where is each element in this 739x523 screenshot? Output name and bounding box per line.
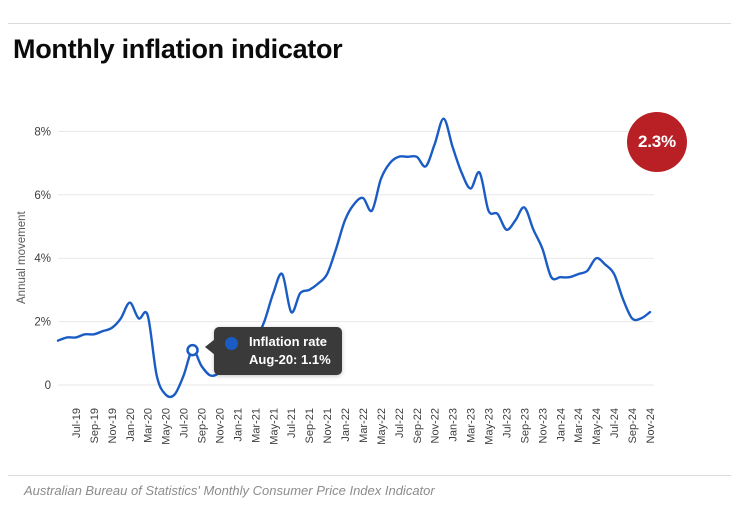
x-tick-label: Jul-22: [394, 408, 406, 438]
x-tick-label: Jul-24: [609, 408, 621, 438]
y-tick-label: 6%: [34, 190, 51, 202]
x-tick-label: Jul-21: [286, 408, 298, 438]
x-tick-label: Mar-20: [143, 408, 155, 443]
x-tick-label: Jan-23: [448, 408, 460, 442]
x-tick-label: Sep-23: [519, 408, 531, 443]
x-tick-label: Jan-24: [555, 408, 567, 442]
x-tick-label: Jul-19: [71, 408, 83, 438]
inflation-line[interactable]: [56, 117, 652, 399]
x-tick-label: Sep-20: [197, 408, 209, 443]
tooltip-series-label: Inflation rate: [249, 334, 328, 349]
tooltip: Inflation rate Aug-20: 1.1%: [205, 327, 342, 375]
y-tick-label: 2%: [34, 317, 51, 329]
x-tick-label: Jan-22: [340, 408, 352, 442]
inflation-line-chart: 0 2% 4% 6% 8% Jul-19 Sep-19 Nov-19 Jan-20 Mar-20 M…: [34, 117, 657, 445]
x-tick-label: Nov-21: [322, 408, 334, 443]
x-tick-label: Jan-21: [232, 408, 244, 442]
x-tick-label: Jul-20: [179, 408, 191, 438]
x-tick-label: Nov-22: [430, 408, 442, 443]
x-tick-label: Mar-24: [573, 408, 585, 443]
highlighted-point-marker[interactable]: [186, 343, 199, 357]
y-tick-label: 0: [45, 380, 51, 392]
x-tick-label: May-23: [484, 408, 496, 445]
x-tick-label: Nov-20: [214, 408, 226, 443]
x-tick-label: Mar-22: [358, 408, 370, 443]
latest-value-badge: 2.3%: [627, 112, 687, 172]
x-tick-label: Nov-23: [537, 408, 549, 443]
x-tick-label: Sep-19: [89, 408, 101, 443]
tooltip-series-dot-icon: [225, 337, 238, 350]
x-tick-label: May-21: [268, 408, 280, 445]
y-tick-label: 4%: [34, 253, 51, 265]
x-tick-label: May-22: [376, 408, 388, 445]
x-tick-label: Jan-20: [125, 408, 137, 442]
y-tick-label: 8%: [34, 126, 51, 138]
x-tick-label: Mar-23: [466, 408, 478, 443]
top-divider: [8, 23, 731, 24]
tooltip-arrow-icon: [205, 339, 215, 355]
footer-divider: [8, 475, 731, 476]
x-tick-label: Sep-21: [304, 408, 316, 443]
x-tick-label: Nov-24: [645, 408, 657, 443]
x-tick-label: May-24: [591, 408, 603, 445]
page-title: Monthly inflation indicator: [13, 34, 343, 64]
x-tick-label: Sep-22: [412, 408, 424, 443]
x-tick-label: May-20: [161, 408, 173, 445]
tooltip-value: Aug-20: 1.1%: [249, 352, 331, 367]
source-note: Australian Bureau of Statistics' Monthly…: [24, 483, 435, 498]
x-tick-label: Mar-21: [250, 408, 262, 443]
x-tick-label: Sep-24: [627, 408, 639, 443]
x-tick-label: Jul-23: [501, 408, 513, 438]
x-tick-label: Nov-19: [107, 408, 119, 443]
